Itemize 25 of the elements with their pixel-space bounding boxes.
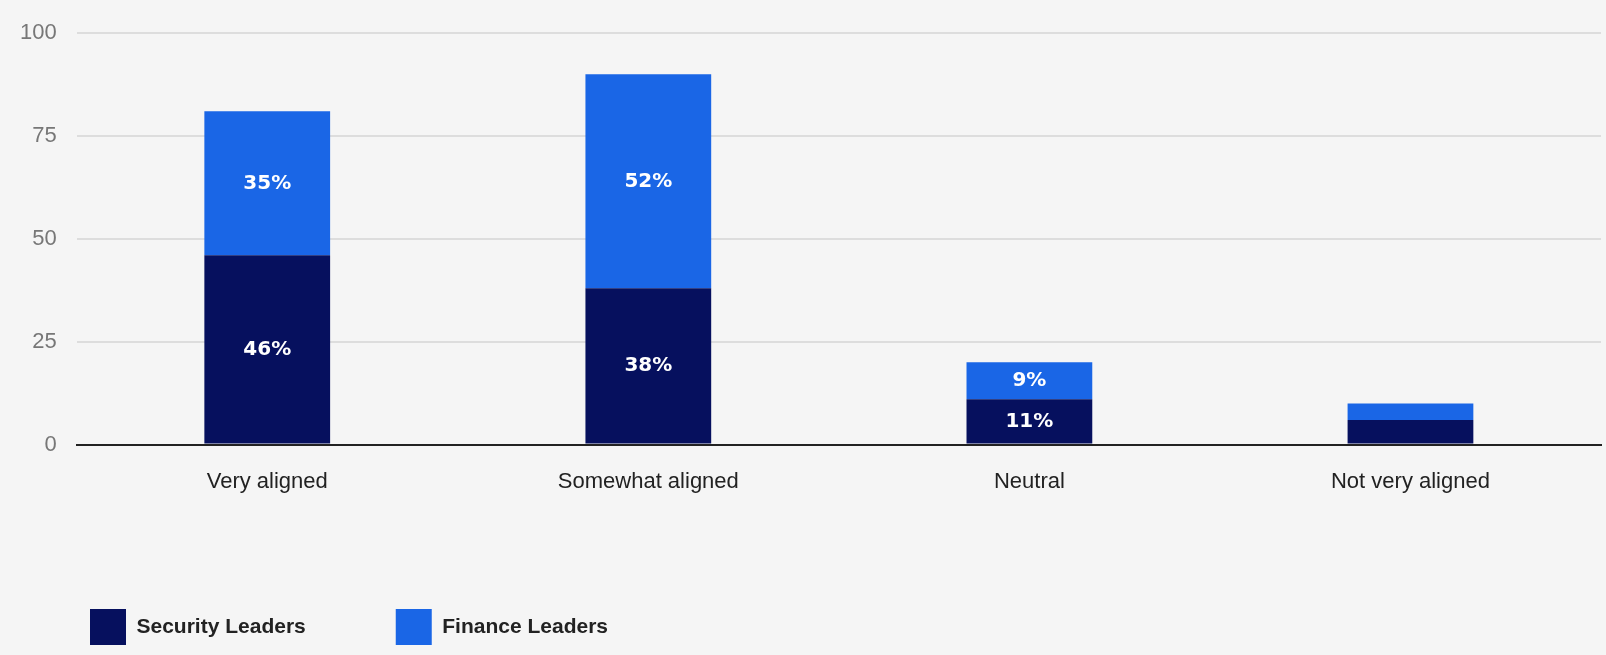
legend-label: Security Leaders bbox=[136, 613, 306, 637]
y-tick-label: 100 bbox=[19, 19, 57, 45]
bar bbox=[585, 74, 712, 289]
bar bbox=[204, 255, 331, 444]
bar bbox=[966, 362, 1093, 400]
x-tick-label: Not very aligned bbox=[1330, 467, 1490, 493]
bar bbox=[966, 399, 1093, 444]
y-tick-label: 75 bbox=[32, 122, 57, 148]
bar bbox=[1347, 419, 1474, 444]
data-label: 11% bbox=[1005, 407, 1054, 432]
x-tick-label: Somewhat aligned bbox=[557, 467, 739, 493]
x-tick-label: Neutral bbox=[993, 467, 1065, 493]
data-label: 38% bbox=[624, 352, 673, 377]
data-label: 52% bbox=[624, 167, 673, 192]
y-tick-label: 0 bbox=[44, 430, 57, 456]
x-tick-label: Very aligned bbox=[206, 467, 328, 493]
y-tick-label: 50 bbox=[32, 224, 57, 250]
y-tick-label: 25 bbox=[32, 327, 57, 353]
legend-label: Finance Leaders bbox=[442, 613, 608, 637]
bar bbox=[585, 288, 712, 444]
bar bbox=[1347, 403, 1474, 420]
data-label: 46% bbox=[243, 335, 292, 360]
bar bbox=[204, 111, 331, 256]
data-label: 35% bbox=[243, 169, 292, 194]
data-label: 9% bbox=[1012, 367, 1047, 392]
